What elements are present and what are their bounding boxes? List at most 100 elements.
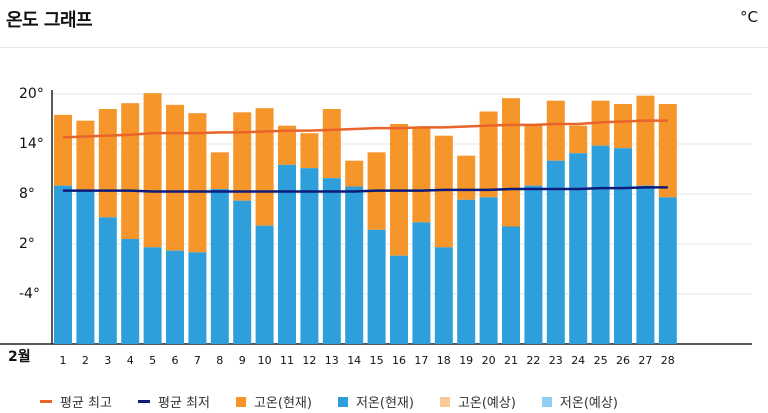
x-tick-label: 10 <box>258 354 272 367</box>
avg-low-line <box>63 186 668 193</box>
x-tick-label: 21 <box>504 354 518 367</box>
x-tick-label: 11 <box>280 354 294 367</box>
x-tick-label: 17 <box>414 354 428 367</box>
bar-high <box>636 95 655 186</box>
chart-legend: 평균 최고 평균 최저 고온(현재) 저온(현재) 고온(예상) 저온(예상) <box>40 392 644 411</box>
bar-low <box>255 225 274 344</box>
bar-high <box>54 114 72 186</box>
x-tick-label: 14 <box>347 354 361 367</box>
legend-item: 저온(현재) <box>337 392 414 411</box>
x-tick-label: 22 <box>526 354 540 367</box>
y-tick-label: 8° <box>19 186 35 202</box>
bar-low <box>345 186 364 344</box>
divider <box>0 47 768 48</box>
bar-high <box>166 104 184 251</box>
x-tick-label: 24 <box>571 354 585 367</box>
bar-high <box>434 135 453 248</box>
x-tick-label: 16 <box>392 354 406 367</box>
legend-item: 평균 최고 <box>40 392 112 411</box>
x-tick-label: 13 <box>325 354 339 367</box>
bar-low <box>143 247 162 344</box>
bar-low <box>210 189 229 344</box>
bar-high <box>210 152 229 189</box>
bar-high <box>278 125 296 165</box>
y-tick-label: 14° <box>19 136 44 152</box>
x-tick-label: 25 <box>594 354 608 367</box>
bar-low <box>278 164 296 344</box>
bar-high <box>524 124 543 186</box>
bar-low <box>54 185 72 344</box>
x-tick-label: 27 <box>638 354 652 367</box>
page-title: 온도 그래프 <box>6 10 93 31</box>
x-tick-label: 19 <box>459 354 473 367</box>
bar-low <box>591 145 610 344</box>
y-tick-label: -4° <box>19 286 40 302</box>
x-tick-label: 8 <box>216 354 223 367</box>
legend-label: 고온(현재) <box>253 396 312 411</box>
bar-low <box>367 229 386 344</box>
x-tick-label: 3 <box>104 354 111 367</box>
y-tick-label: 20° <box>19 86 44 102</box>
bar-high <box>121 103 140 240</box>
legend-item: 고온(예상) <box>439 392 516 411</box>
bar-high <box>614 104 632 149</box>
x-tick-label: 4 <box>127 354 134 367</box>
bar-low <box>322 178 341 344</box>
legend-item: 저온(예상) <box>541 392 618 411</box>
legend-item: 고온(현재) <box>235 392 312 411</box>
bar-high <box>457 155 476 200</box>
avg-high-line <box>62 119 668 139</box>
bar-low <box>502 226 520 344</box>
x-tick-label: 18 <box>437 354 451 367</box>
bar-high <box>569 125 588 154</box>
y-tick-label: 2° <box>19 236 35 252</box>
bar-low <box>390 255 408 344</box>
legend-label: 저온(예상) <box>559 396 618 411</box>
bar-low <box>569 153 588 344</box>
bar-low <box>524 185 543 344</box>
x-tick-label: 15 <box>370 354 384 367</box>
bar-low <box>457 199 476 344</box>
x-tick-label: 5 <box>149 354 156 367</box>
bar-high <box>98 109 117 218</box>
x-tick-label: 6 <box>172 354 179 367</box>
legend-label: 고온(예상) <box>457 396 516 411</box>
legend-label: 평균 최고 <box>60 396 112 411</box>
x-tick-label: 2 <box>82 354 89 367</box>
bar-low <box>300 168 319 344</box>
bar-low <box>98 217 117 344</box>
x-tick-label: 9 <box>239 354 246 367</box>
x-tick-label: 28 <box>661 354 675 367</box>
bar-high <box>233 112 252 201</box>
bar-low <box>434 247 453 344</box>
bar-low <box>636 185 655 344</box>
bar-high <box>255 108 274 226</box>
bar-low <box>479 197 498 344</box>
bar-low <box>76 191 95 344</box>
legend-swatch <box>235 396 246 407</box>
bar-low <box>166 250 184 344</box>
bar-low <box>188 252 207 344</box>
legend-swatch <box>137 400 150 403</box>
bar-high <box>658 104 677 198</box>
bar-low <box>121 239 140 344</box>
month-label: 2월 <box>8 348 31 365</box>
legend-swatch <box>541 396 552 407</box>
bar-high <box>502 98 520 227</box>
bar-low <box>658 197 677 344</box>
x-tick-label: 23 <box>549 354 563 367</box>
unit-label: °C <box>740 8 758 26</box>
bar-high <box>546 100 565 161</box>
x-tick-label: 20 <box>482 354 496 367</box>
bar-low <box>412 222 431 344</box>
x-tick-label: 1 <box>60 354 67 367</box>
bar-high <box>412 128 431 223</box>
legend-swatch <box>40 400 52 403</box>
x-tick-label: 12 <box>302 354 316 367</box>
bar-high <box>322 109 341 179</box>
legend-swatch <box>337 396 348 407</box>
bar-low <box>546 160 565 344</box>
legend-item: 평균 최저 <box>137 392 210 411</box>
legend-swatch <box>439 396 450 407</box>
x-tick-label: 7 <box>194 354 201 367</box>
